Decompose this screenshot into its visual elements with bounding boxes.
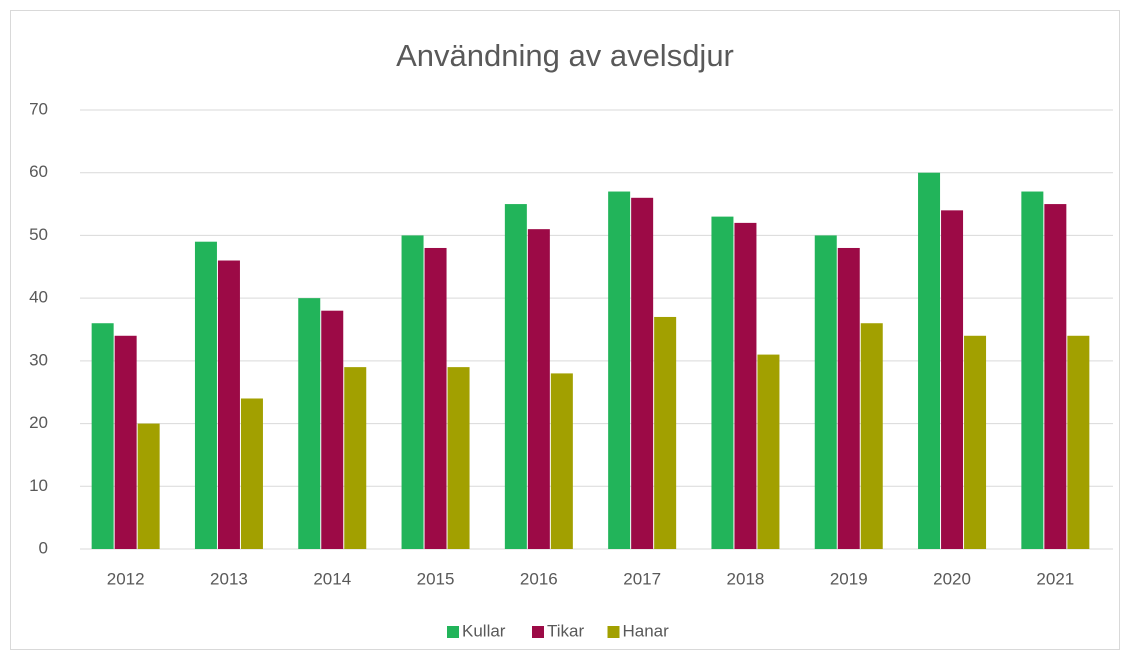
y-tick-label: 30 — [29, 350, 48, 369]
bar — [608, 191, 631, 549]
bar — [814, 235, 837, 549]
legend-swatch — [607, 626, 620, 638]
x-tick-label: 2016 — [520, 569, 558, 588]
bar — [964, 335, 987, 549]
bar — [711, 216, 734, 549]
bar — [504, 204, 527, 550]
bar — [424, 247, 447, 549]
bar — [860, 323, 883, 549]
bar — [527, 229, 550, 549]
bar — [1044, 204, 1067, 550]
bar — [1021, 191, 1044, 549]
legend-swatch — [447, 626, 459, 638]
bar — [757, 354, 780, 549]
x-tick-label: 2013 — [210, 569, 248, 588]
x-tick-label: 2017 — [623, 569, 661, 588]
bar — [631, 197, 654, 550]
legend-swatch — [532, 626, 544, 638]
x-tick-label: 2021 — [1036, 569, 1074, 588]
chart-title: Användning av avelsdjur — [396, 38, 734, 73]
bar — [91, 323, 114, 549]
x-tick-label: 2015 — [417, 569, 455, 588]
y-tick-label: 70 — [29, 99, 48, 118]
bar — [298, 298, 321, 549]
y-tick-label: 60 — [29, 162, 48, 181]
legend-label: Tikar — [547, 621, 584, 640]
bar — [321, 310, 344, 549]
x-tick-label: 2012 — [107, 569, 145, 588]
y-tick-label: 10 — [29, 476, 48, 495]
bar — [1067, 335, 1090, 549]
bar — [654, 316, 677, 549]
legend-label: Hanar — [623, 621, 670, 640]
bar — [941, 210, 964, 550]
y-tick-label: 50 — [29, 225, 48, 244]
bar — [401, 235, 424, 549]
x-tick-label: 2018 — [727, 569, 765, 588]
bar — [837, 247, 860, 549]
y-tick-label: 20 — [29, 413, 48, 432]
x-tick-label: 2020 — [933, 569, 971, 588]
x-tick-label: 2019 — [830, 569, 868, 588]
bar — [137, 423, 160, 549]
legend-label: Kullar — [462, 621, 506, 640]
bar — [240, 398, 263, 549]
bar — [550, 373, 573, 549]
y-tick-label: 0 — [39, 538, 48, 557]
bar — [217, 260, 240, 549]
bar — [194, 241, 217, 549]
bar — [447, 367, 470, 549]
bar — [918, 172, 941, 549]
x-tick-label: 2014 — [313, 569, 351, 588]
y-tick-label: 40 — [29, 288, 48, 307]
bar — [344, 367, 367, 549]
bar — [114, 335, 137, 549]
bar — [734, 222, 757, 549]
